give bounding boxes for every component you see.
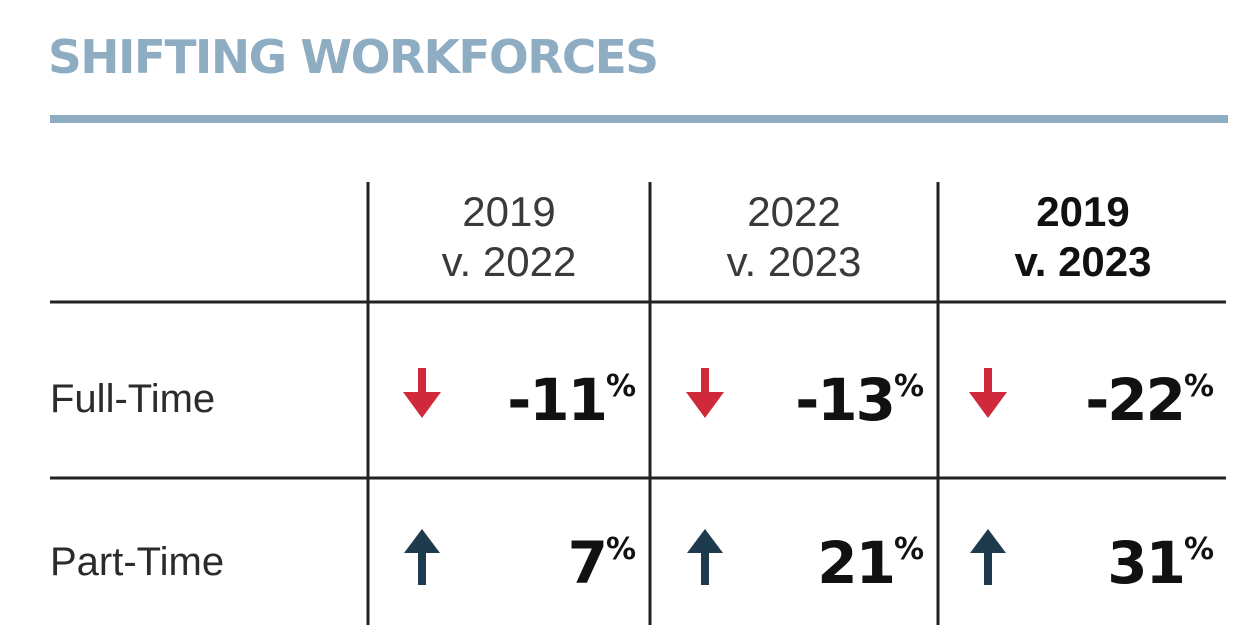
percent-sign: %: [1184, 369, 1214, 404]
column-header-line1: 2019: [462, 188, 555, 235]
row-label: Full-Time: [50, 377, 215, 421]
percent-sign: %: [894, 532, 924, 567]
arrow-down-icon: [969, 368, 1007, 418]
arrow-down-icon: [403, 368, 441, 418]
cell-value: 7: [568, 529, 606, 597]
column-header-line1: 2019: [1036, 188, 1129, 235]
chart-title: SHIFTING WORKFORCES: [48, 30, 659, 84]
arrow-up-icon: [970, 529, 1006, 585]
column-header-line2: v. 2023: [727, 238, 862, 285]
percent-sign: %: [606, 532, 636, 567]
cell-value: -13: [795, 366, 894, 434]
cell-value: -11: [507, 366, 606, 434]
column-header-line2: v. 2022: [442, 238, 577, 285]
column-header-line1: 2022: [747, 188, 840, 235]
arrow-up-icon: [404, 529, 440, 585]
arrow-down-icon: [686, 368, 724, 418]
title-rule: [50, 115, 1228, 123]
column-header-line2: v. 2023: [1014, 238, 1151, 285]
cell-value: -22: [1085, 366, 1184, 434]
percent-sign: %: [1184, 532, 1214, 567]
percent-sign: %: [894, 369, 924, 404]
percent-sign: %: [606, 369, 636, 404]
cell-value: 21: [817, 529, 894, 597]
arrow-up-icon: [687, 529, 723, 585]
cell-value: 31: [1107, 529, 1184, 597]
row-label: Part-Time: [50, 540, 224, 584]
